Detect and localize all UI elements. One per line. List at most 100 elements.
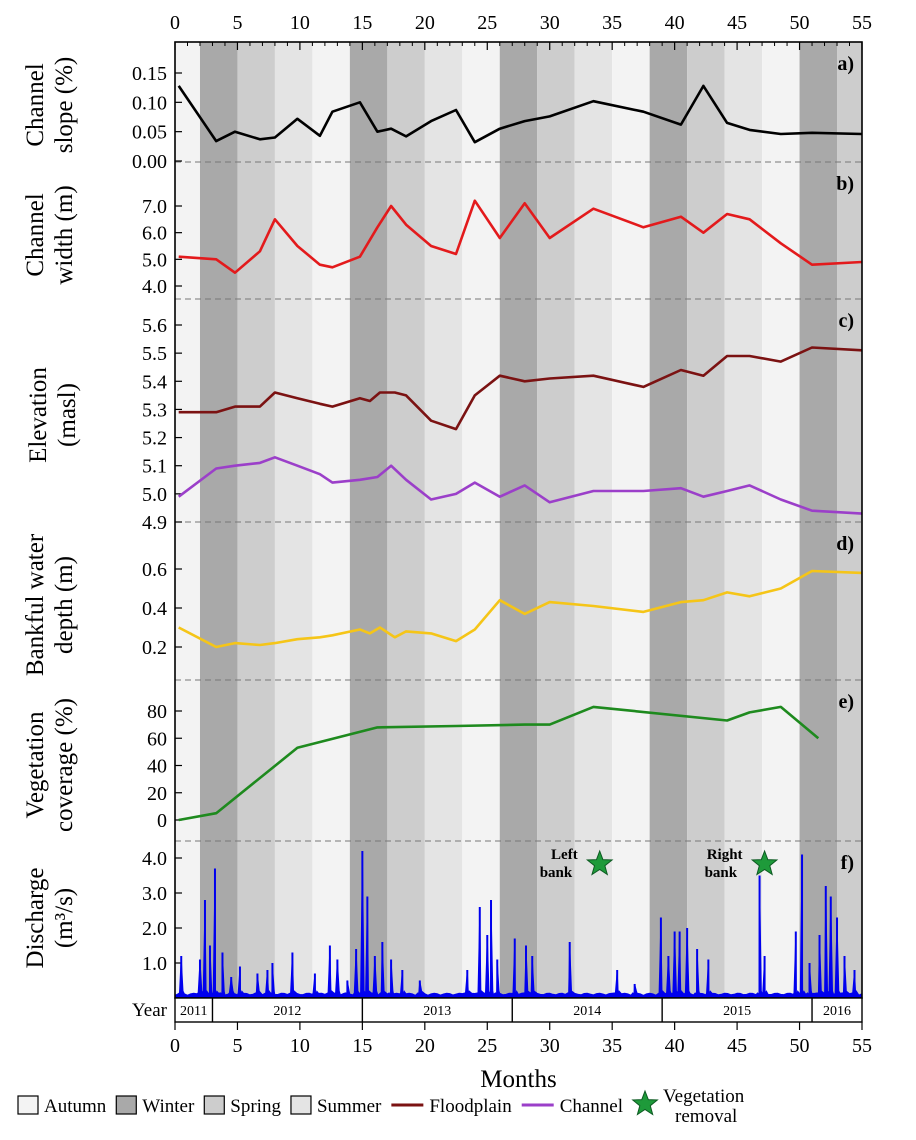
panel-letter: c) [838,310,854,332]
season-band-autumn [175,42,200,998]
e-series-line [178,705,820,822]
top-x-tick-label: 30 [540,12,560,34]
top-x-tick-label: 35 [602,12,622,34]
year-label: 2011 [180,1004,207,1019]
panel-letter: f) [841,852,854,874]
y-axis-title-line: Bankful water [22,533,49,676]
top-x-tick-label: 45 [727,12,747,34]
annotations: Left bank Right bank [540,847,779,881]
y-tick-label: 40 [147,756,167,778]
y-tick-label: 0.4 [142,598,167,620]
top-x-tick-label: 20 [415,12,435,34]
year-label: 2015 [723,1004,751,1019]
bottom-x-tick-label: 0 [170,1035,180,1057]
y-axis-title-line: Vegetation [22,711,49,818]
y-tick-label: 5.5 [142,343,167,365]
top-x-tick-label: 25 [477,12,497,34]
season-band-winter [649,42,688,998]
panel-letter: a) [837,53,854,75]
y-axis-title: Bankful waterdepth (m) [22,533,78,676]
y-tick-label: 4.9 [142,512,167,534]
y-tick-label: 3.0 [142,883,167,905]
bottom-x-tick-label: 40 [665,1035,685,1057]
legend-label: Autumn [44,1096,107,1117]
season-band-autumn [762,42,800,998]
y-tick-label: 2.0 [142,918,167,940]
bottom-x-tick-label: 55 [852,1035,872,1057]
top-month-axis: 0 5 10 15 20 25 30 35 40 45 50 55 [170,12,872,50]
y-axis-title-line: Channel [22,63,49,146]
top-x-tick-label: 40 [665,12,685,34]
legend-swatch-autumn [17,1095,39,1115]
y-axis-title-line: (m³/s) [51,888,78,948]
y-axis-title-line: slope (%) [51,57,78,154]
y-axis-title-line: (masl) [54,383,81,447]
season-band-winter [349,42,388,998]
year-label: 2012 [273,1004,301,1019]
star-icon [631,1089,659,1116]
y-axis-title: Vegetationcoverage (%) [22,698,78,832]
annotation-label: Right bank [705,847,743,881]
bottom-x-tick-label: 10 [290,1035,310,1057]
y-axis-title: Channelslope (%) [22,57,78,154]
panel-d: 0.2 0.4 0.6 Bankful waterdepth (m) d) [22,533,863,681]
y-axis-title-line: Discharge [22,868,49,969]
legend-label: Summer [317,1096,382,1117]
y-axis-title: Channelwidth (m) [22,185,78,284]
year-axis: Year 2011 2012 2013 2014 2015 2016 [132,997,863,1023]
bottom-x-tick-label: 35 [602,1035,622,1057]
legend-swatch-spring [203,1095,225,1115]
y-tick-label: 5.0 [142,484,167,506]
panel-c: 4.9 5.0 5.1 5.2 5.3 5.4 5.5 5.6 Elevation(masl) c… [25,310,863,534]
top-x-tick-label: 0 [170,12,180,34]
season-band-winter [799,42,838,998]
y-axis-title: Elevation(masl) [25,367,81,463]
bottom-x-tick-label: 50 [790,1035,810,1057]
panel-letter: b) [836,173,854,195]
bottom-x-tick-label: 45 [727,1035,747,1057]
star-icon [750,849,779,876]
season-bands [175,42,862,998]
year-label: 2014 [573,1004,601,1019]
year-label: 2016 [823,1004,851,1019]
y-tick-label: 4.0 [142,276,167,298]
x-axis-title: Months [480,1066,556,1093]
y-tick-label: 0.6 [142,559,167,581]
legend-label: Spring [230,1096,281,1117]
bottom-month-axis: 0 5 10 15 20 25 30 35 40 45 50 55 Months [170,1022,872,1093]
season-band-summer [724,42,763,998]
panel-a: 0.00 0.05 0.10 0.15 Channelslope (%) a) [22,53,863,173]
year-axis-box [174,997,863,1023]
y-tick-label: 5.3 [142,399,167,421]
star-icon [585,849,614,876]
annotation-label-line: Right [707,847,743,863]
top-x-tick-label: 5 [232,12,242,34]
y-tick-label: 0 [157,810,167,832]
season-band-autumn [612,42,650,998]
y-tick-label: 0.05 [132,122,167,144]
legend: Autumn Winter Spring Summer Floodplain Channe… [17,1086,745,1127]
year-label: 2013 [423,1004,451,1019]
y-tick-label: 5.4 [142,371,167,393]
top-x-tick-label: 55 [852,12,872,34]
season-band-winter [199,42,238,998]
season-band-summer [424,42,463,998]
panel-letter: e) [838,691,854,713]
legend-label: Vegetation removal [663,1086,745,1127]
annotation-label: Left bank [540,847,578,881]
panel-f: 1.0 2.0 3.0 4.0 Discharge(m³/s) f) [22,848,863,999]
y-tick-label: 5.2 [142,428,167,450]
y-tick-label: 0.00 [132,151,167,173]
panel-letter: d) [836,533,854,555]
annotation-label-line: Left [551,847,578,863]
legend-label-line: removal [675,1106,737,1127]
top-x-tick-label: 50 [790,12,810,34]
season-band-spring [387,42,425,998]
y-axis-title-line: Elevation [25,367,52,463]
season-band-spring [837,42,862,998]
season-band-winter [499,42,538,998]
season-band-summer [274,42,313,998]
y-axis-title-line: coverage (%) [51,698,78,832]
